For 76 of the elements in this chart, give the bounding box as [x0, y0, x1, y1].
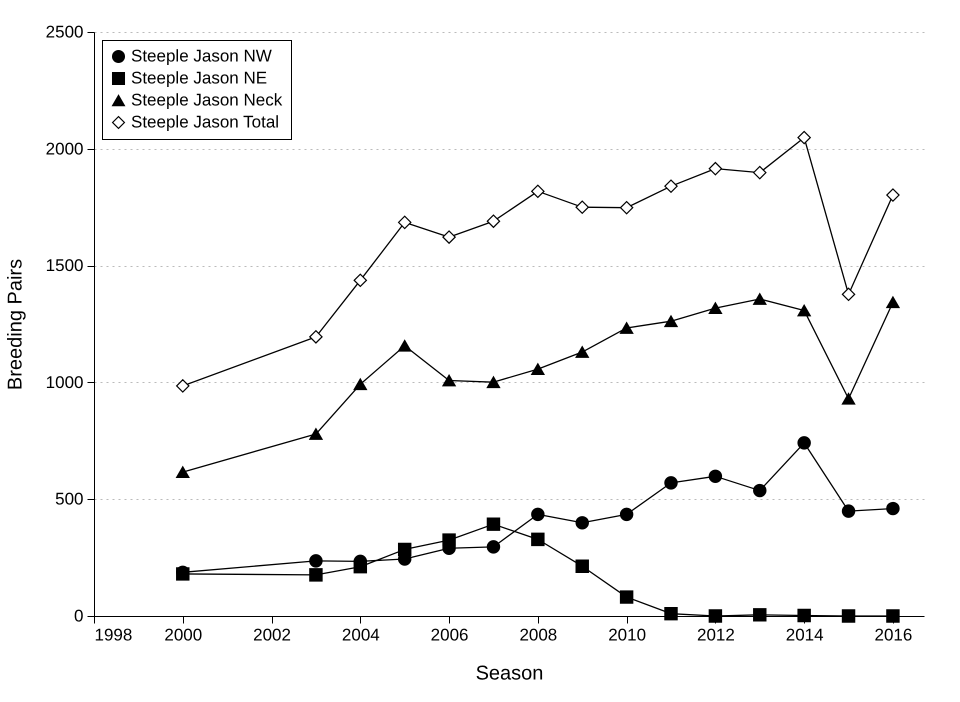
- y-tick-label: 1500: [46, 256, 84, 276]
- point: [486, 376, 500, 388]
- point: [576, 346, 589, 358]
- x-tick-label: 2012: [696, 626, 735, 644]
- y-tick-label: 0: [74, 606, 84, 626]
- point: [753, 608, 766, 622]
- point: [309, 428, 323, 440]
- x-tick-label: 2008: [519, 626, 558, 644]
- x-tick-label: 1998: [94, 626, 132, 644]
- x-tick-label: 2004: [342, 626, 380, 644]
- point: [531, 508, 545, 522]
- point: [620, 200, 634, 214]
- point: [886, 502, 900, 516]
- point: [708, 609, 722, 623]
- point: [442, 374, 456, 386]
- point: [620, 590, 634, 604]
- point: [309, 554, 323, 568]
- point: [886, 296, 900, 308]
- legend-label: Steeple Jason Neck: [131, 90, 283, 110]
- point: [354, 560, 368, 574]
- point: [486, 540, 500, 554]
- point: [576, 200, 589, 214]
- point: [753, 166, 766, 180]
- x-tick-label: 2002: [253, 626, 291, 644]
- x-tick-label: 2016: [874, 626, 912, 644]
- point: [576, 516, 589, 530]
- point: [398, 340, 412, 352]
- point: [664, 315, 678, 328]
- point: [354, 378, 368, 390]
- point: [708, 470, 722, 484]
- point: [842, 609, 856, 623]
- x-tick-label: 2000: [164, 626, 202, 644]
- point: [531, 532, 545, 546]
- point: [442, 533, 456, 547]
- point: [442, 230, 456, 244]
- point: [620, 322, 634, 334]
- point: [664, 476, 678, 490]
- point: [664, 179, 678, 193]
- point: [531, 363, 545, 375]
- point: [886, 188, 900, 202]
- point: [797, 608, 811, 622]
- point: [354, 274, 368, 288]
- point: [309, 568, 323, 582]
- point: [576, 560, 589, 573]
- point: [753, 484, 766, 498]
- y-axis-title: Breeding Pairs: [4, 258, 27, 390]
- point: [486, 517, 500, 531]
- x-tick-label: 2006: [430, 626, 468, 644]
- point: [797, 436, 811, 450]
- point: [797, 130, 811, 144]
- legend-label: Steeple Jason NW: [131, 46, 272, 66]
- point: [842, 288, 856, 302]
- point: [398, 216, 412, 230]
- point: [708, 302, 722, 314]
- y-tick-label: 2500: [46, 22, 84, 42]
- legend-label: Steeple Jason Total: [131, 112, 280, 132]
- point: [753, 293, 766, 305]
- legend-label: Steeple Jason NE: [131, 68, 268, 88]
- point: [309, 330, 323, 344]
- point: [531, 184, 545, 198]
- point: [486, 214, 500, 228]
- point: [664, 606, 678, 620]
- point: [708, 162, 722, 176]
- y-tick-label: 2000: [46, 139, 84, 158]
- x-tick-label: 2010: [608, 626, 646, 644]
- x-tick-label: 2014: [786, 626, 824, 644]
- point: [176, 379, 190, 393]
- point: [620, 508, 634, 522]
- x-axis-title: Season: [476, 662, 544, 684]
- y-tick-label: 1000: [46, 372, 84, 392]
- y-tick-label: 500: [55, 490, 84, 509]
- point: [176, 466, 190, 478]
- point: [842, 504, 856, 518]
- point: [398, 542, 412, 556]
- point: [842, 392, 856, 405]
- point: [797, 304, 811, 316]
